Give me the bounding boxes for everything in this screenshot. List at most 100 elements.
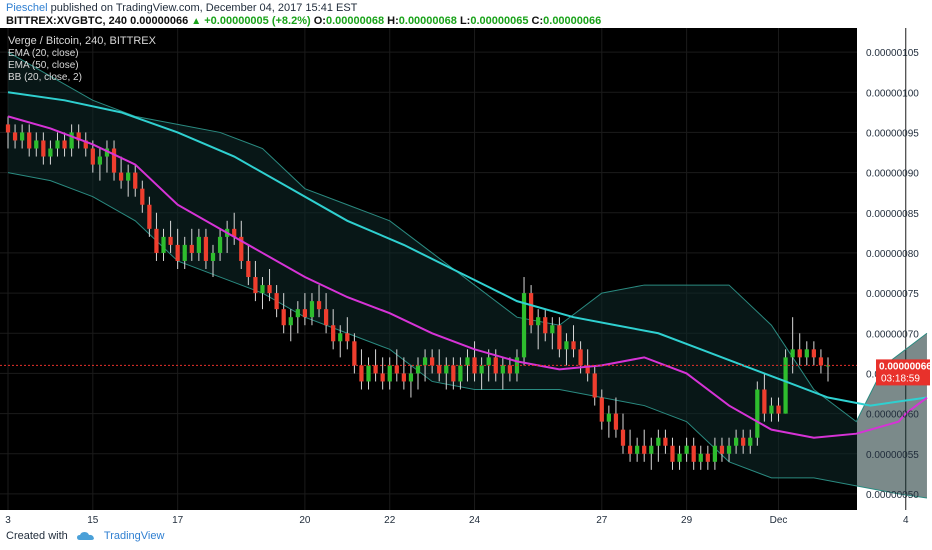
open-label: O: bbox=[313, 15, 326, 27]
candle-body bbox=[260, 285, 265, 294]
candle-body bbox=[635, 445, 640, 454]
candle-body bbox=[741, 437, 746, 446]
x-tick-label: 15 bbox=[87, 515, 99, 526]
up-triangle-icon: ▲ bbox=[191, 16, 202, 27]
publish-info: Pieschel published on TradingView.com, D… bbox=[6, 2, 357, 14]
candle-body bbox=[797, 349, 802, 358]
candle-body bbox=[76, 132, 81, 141]
candle-body bbox=[210, 252, 216, 261]
candle-body bbox=[811, 349, 816, 358]
candle-body bbox=[804, 349, 809, 358]
candle-body bbox=[691, 445, 696, 462]
candle-body bbox=[295, 309, 300, 318]
tradingview-logo-icon bbox=[76, 532, 94, 541]
candle-body bbox=[97, 156, 103, 165]
y-tick-label: 0.00000050 bbox=[866, 490, 919, 501]
candle-body bbox=[543, 317, 548, 334]
candle-body bbox=[472, 357, 477, 374]
candle-body bbox=[550, 325, 555, 334]
candle-body bbox=[776, 405, 781, 414]
candle-body bbox=[818, 357, 824, 366]
candle-body bbox=[712, 445, 718, 462]
candle-body bbox=[719, 445, 725, 454]
author-link[interactable]: Pieschel bbox=[6, 2, 48, 14]
legend-title: Verge / Bitcoin, 240, BITTREX bbox=[8, 35, 157, 47]
legend-ema20: EMA (20, close) bbox=[8, 48, 79, 59]
candle-body bbox=[338, 333, 343, 342]
candle-body bbox=[232, 228, 237, 237]
candle-body bbox=[507, 365, 513, 374]
candle-body bbox=[726, 445, 732, 454]
candle-body bbox=[677, 453, 682, 462]
tradingview-brand[interactable]: TradingView bbox=[103, 530, 165, 542]
bb-upper-line bbox=[7, 51, 928, 423]
legend-ema50: EMA (50, close) bbox=[8, 60, 79, 71]
candle-body bbox=[288, 317, 293, 326]
candle-body bbox=[422, 357, 428, 366]
candle-body bbox=[408, 373, 414, 382]
time-axis[interactable] bbox=[0, 510, 857, 526]
candle-body bbox=[599, 397, 604, 422]
candle-body bbox=[239, 236, 244, 261]
candle-body bbox=[189, 244, 194, 253]
candle-body bbox=[444, 365, 449, 374]
candle-body bbox=[557, 325, 562, 350]
x-tick-label: 24 bbox=[469, 515, 481, 526]
bb-fill bbox=[8, 52, 927, 498]
price-tag-countdown: 03:18:59 bbox=[881, 373, 920, 384]
candle-body bbox=[536, 317, 541, 326]
candle-body bbox=[783, 357, 788, 414]
candle-body bbox=[90, 148, 95, 165]
candle-body bbox=[465, 357, 470, 366]
candle-body bbox=[161, 236, 166, 253]
candle-body bbox=[451, 365, 456, 382]
candle-body bbox=[118, 172, 124, 181]
candles bbox=[5, 116, 831, 470]
y-tick-label: 0.00000090 bbox=[866, 169, 919, 180]
candle-body bbox=[748, 437, 753, 446]
x-tick-label: 4 bbox=[903, 515, 909, 526]
legend: Verge / Bitcoin, 240, BITTREX EMA (20, c… bbox=[8, 35, 157, 83]
candle-body bbox=[571, 341, 576, 350]
low-label: L: bbox=[459, 15, 471, 27]
low-value: 0.00000065 bbox=[470, 15, 529, 27]
price-tag-box bbox=[876, 359, 930, 386]
y-tick-label: 0.00000070 bbox=[866, 329, 919, 340]
candle-body bbox=[359, 365, 364, 382]
candle-body bbox=[401, 373, 406, 382]
ema20-line bbox=[7, 115, 928, 439]
candle-body bbox=[302, 309, 308, 318]
candle-body bbox=[203, 236, 209, 261]
candle-body bbox=[479, 365, 484, 374]
x-tick-label: 27 bbox=[596, 515, 608, 526]
candle-body bbox=[217, 236, 223, 253]
y-tick-label: 0.00000075 bbox=[866, 289, 919, 300]
candle-body bbox=[684, 445, 689, 454]
candle-body bbox=[267, 285, 272, 294]
price-chart[interactable]: 0.00000105 0.00000100 0.00000095 0.00000090… bbox=[0, 28, 932, 526]
ohlc-bar: BITTREX:XVGBTC, 240 0.00000066 ▲ +0.0000… bbox=[6, 15, 601, 27]
open-value: 0.00000068 bbox=[325, 15, 385, 27]
candle-body bbox=[69, 132, 74, 149]
legend-bb: BB (20, close, 2) bbox=[8, 72, 82, 83]
candle-body bbox=[790, 349, 795, 358]
candle-body bbox=[48, 148, 53, 157]
x-tick-label: 22 bbox=[384, 515, 396, 526]
candle-body bbox=[380, 373, 385, 382]
candle-body bbox=[104, 148, 110, 157]
y-tick-label: 0.00000105 bbox=[866, 48, 919, 59]
candle-body bbox=[578, 349, 583, 366]
symbol-label: BITTREX:XVGBTC, 240 bbox=[6, 15, 128, 27]
x-tick-label: Dec bbox=[770, 515, 788, 526]
x-axis-ticks: 3 15 17 20 22 24 27 29 Dec 4 bbox=[5, 515, 909, 526]
candle-body bbox=[323, 309, 329, 326]
candle-body bbox=[733, 437, 739, 446]
x-tick-label: 17 bbox=[172, 515, 184, 526]
candle-body bbox=[154, 228, 159, 253]
candle-body bbox=[34, 140, 39, 149]
ema50-line bbox=[7, 91, 928, 407]
close-value: 0.00000066 bbox=[543, 15, 602, 27]
candle-body bbox=[133, 172, 138, 189]
candle-body bbox=[769, 405, 774, 414]
candle-body bbox=[458, 365, 463, 382]
